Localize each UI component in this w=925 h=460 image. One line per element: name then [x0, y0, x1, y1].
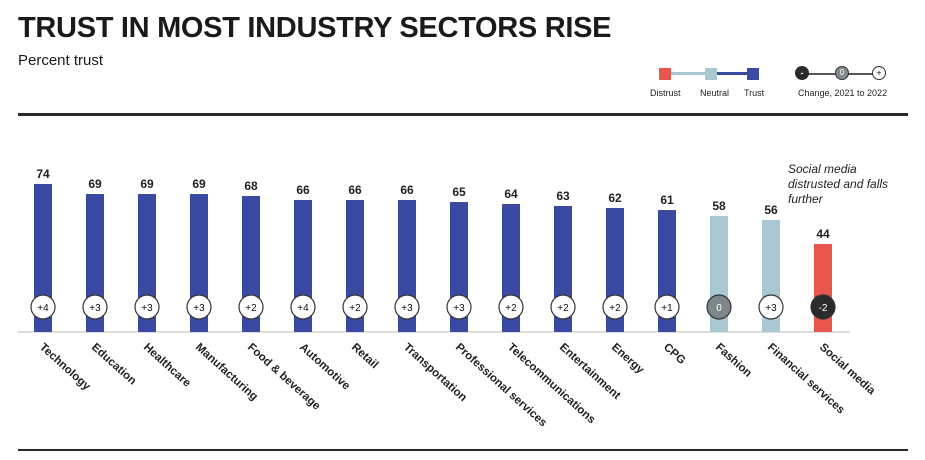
bar-technology [34, 184, 52, 332]
value-label-education: 69 [88, 177, 102, 191]
category-label-professional-services: Professional services [453, 341, 549, 429]
chart-title: TRUST IN MOST INDUSTRY SECTORS RISE [18, 12, 612, 44]
bottom-divider [18, 449, 908, 451]
value-label-social-media: 44 [816, 227, 830, 241]
change-marker-social-media [810, 294, 836, 320]
change-marker-healthcare [134, 294, 160, 320]
change-marker-financial-services [758, 294, 784, 320]
change-marker-cpg [654, 294, 680, 320]
category-label-cpg: CPG [661, 341, 688, 367]
change-label-entertainment: +2 [557, 303, 569, 314]
category-label-automotive: Automotive [297, 341, 352, 392]
value-label-healthcare: 69 [140, 177, 154, 191]
legend-label-trust: Trust [744, 88, 765, 98]
legend: Distrust Neutral Trust - 0 + Change, 202… [650, 60, 910, 104]
value-label-entertainment: 63 [556, 189, 570, 203]
chart-subtitle: Percent trust [18, 52, 104, 69]
change-marker-retail [342, 294, 368, 320]
legend-change-zero: 0 [835, 66, 849, 80]
change-marker-education [82, 294, 108, 320]
legend-line-trust [717, 72, 747, 75]
change-marker-technology [30, 294, 56, 320]
change-label-technology: +4 [37, 303, 49, 314]
change-marker-manufacturing [186, 294, 212, 320]
change-label-professional-services: +3 [453, 303, 465, 314]
category-label-healthcare: Healthcare [141, 341, 193, 389]
change-label-cpg: +1 [661, 303, 673, 314]
legend-change-positive: + [872, 66, 886, 80]
change-marker-professional-services [446, 294, 472, 320]
value-label-cpg: 61 [660, 193, 674, 207]
change-marker-automotive [290, 294, 316, 320]
category-label-energy: Energy [609, 341, 646, 376]
change-label-retail: +2 [349, 303, 361, 314]
value-label-automotive: 66 [296, 183, 310, 197]
change-marker-telecommunications [498, 294, 524, 320]
legend-label-distrust: Distrust [650, 88, 681, 98]
value-label-transportation: 66 [400, 183, 414, 197]
value-label-food-and-beverage: 68 [244, 179, 258, 193]
bar-chart: 74 +4 Technology 69 +3 Education 69 +3 Healthcar… [18, 167, 878, 429]
legend-swatch-neutral [705, 68, 717, 80]
category-label-fashion: Fashion [713, 341, 754, 379]
value-label-retail: 66 [348, 183, 362, 197]
value-label-fashion: 58 [712, 199, 726, 213]
legend-label-neutral: Neutral [700, 88, 730, 98]
category-label-technology: Technology [37, 341, 93, 393]
value-label-manufacturing: 69 [192, 177, 206, 191]
legend-change-label: Change, 2021 to 2022 [798, 88, 888, 98]
legend-swatch-distrust [659, 68, 671, 80]
legend-change-negative: - [795, 66, 809, 80]
category-label-telecommunications: Telecommunications [505, 341, 597, 426]
change-label-manufacturing: +3 [193, 303, 205, 314]
category-label-retail: Retail [349, 341, 380, 371]
top-divider [18, 113, 908, 116]
value-label-telecommunications: 64 [504, 187, 518, 201]
change-label-energy: +2 [609, 303, 621, 314]
change-label-fashion: 0 [716, 303, 722, 314]
legend-swatch-trust [747, 68, 759, 80]
change-label-telecommunications: +2 [505, 303, 517, 314]
value-label-professional-services: 65 [452, 185, 466, 199]
change-marker-food-and-beverage [238, 294, 264, 320]
change-label-healthcare: +3 [141, 303, 153, 314]
change-label-social-media: -2 [819, 303, 828, 314]
change-marker-transportation [394, 294, 420, 320]
change-marker-entertainment [550, 294, 576, 320]
category-label-education: Education [89, 341, 138, 387]
value-label-financial-services: 56 [764, 203, 778, 217]
social-media-annotation: Social media distrusted and falls furthe… [788, 162, 889, 206]
change-marker-fashion [706, 294, 732, 320]
change-label-food-and-beverage: +2 [245, 303, 257, 314]
change-label-transportation: +3 [401, 303, 413, 314]
change-label-automotive: +4 [297, 303, 309, 314]
change-marker-energy [602, 294, 628, 320]
value-label-technology: 74 [36, 167, 50, 181]
change-label-education: +3 [89, 303, 101, 314]
change-label-financial-services: +3 [765, 303, 777, 314]
legend-line-neutral [671, 72, 705, 75]
value-label-energy: 62 [608, 191, 622, 205]
